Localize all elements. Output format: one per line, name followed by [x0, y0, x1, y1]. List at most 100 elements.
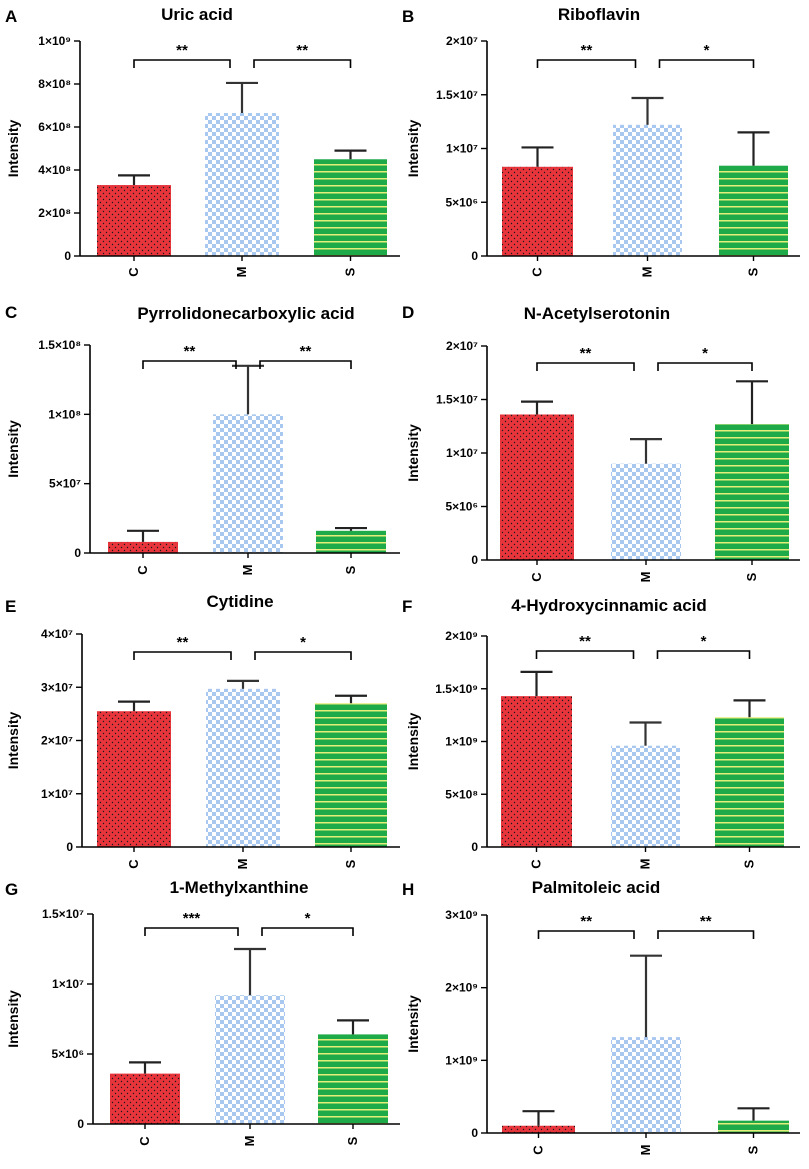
panel-a-significance-label-1: ** — [176, 42, 188, 59]
panel-d-error-bar-m — [630, 437, 662, 464]
panel-d-category-label-c: C — [529, 572, 544, 582]
panel-e: E Cytidine Intensity 0 1×10⁷ 2×10⁷ 3×10⁷ 4×10⁷ C… — [5, 592, 400, 869]
panel-d-title: N-Acetylserotonin — [524, 304, 670, 323]
bracket-line — [536, 59, 637, 68]
panel-g-significance-bracket-1: *** — [144, 910, 239, 936]
panel-d-error-bar-s — [736, 380, 768, 425]
panel-g-bar-m — [215, 995, 285, 1124]
panel-b-category-label-c: C — [530, 267, 545, 277]
bracket-line — [133, 651, 232, 660]
panel-a-y-axis-title: Intensity — [5, 120, 21, 178]
panel-f-error-bar-s — [733, 699, 766, 718]
panel-b-error-bar-c — [521, 146, 554, 167]
panel-c-error-bar-s — [335, 526, 367, 531]
panel-a-significance-bracket-1: ** — [133, 42, 231, 68]
panel-g-bar-c — [110, 1073, 180, 1124]
bracket-line — [142, 360, 237, 369]
panel-a-y-tick-label: 0 — [64, 249, 71, 263]
panel-g-significance-label-2: * — [305, 910, 311, 927]
panel-g: G 1-Methylxanthine Intensity 0 5×10⁶ 1×10⁷ 1.5… — [5, 878, 400, 1146]
panel-g-bar-s — [318, 1034, 388, 1124]
panel-c-y-tick-label: 1.5×10⁸ — [38, 338, 81, 352]
panel-a-title: Uric acid — [161, 5, 233, 24]
panel-a-error-bar-c — [118, 174, 150, 186]
panel-b-bar-c — [502, 166, 573, 256]
panel-h-bar-s — [718, 1120, 789, 1133]
panel-c: C Pyrrolidonecarboxylic acid Intensity 0 5×1… — [5, 303, 400, 575]
panel-a-bar-m — [205, 113, 279, 257]
panel-h-bar-c — [502, 1125, 575, 1133]
bracket-line — [536, 362, 635, 371]
panel-b-category-label-s: S — [746, 267, 761, 276]
bracket-line — [656, 650, 751, 659]
panel-g-significance-bracket-2: * — [261, 910, 354, 936]
panel-e-significance-label-1: ** — [177, 634, 189, 651]
panel-d-y-tick-label: 2×10⁷ — [446, 339, 478, 353]
panel-f-bar-m — [611, 745, 680, 847]
panel-d: D N-Acetylserotonin Intensity 0 5×10⁶ 1×10⁷ 1.… — [402, 303, 800, 582]
panel-a-category-label-c: C — [126, 267, 141, 277]
panel-e-error-bar-m — [227, 679, 259, 689]
panel-c-error-bar-m — [232, 364, 264, 415]
panel-h-y-tick-label: 3×10⁹ — [445, 908, 478, 922]
panel-e-category-label-m: M — [235, 859, 250, 870]
panel-a-y-tick-label: 6×10⁸ — [38, 120, 71, 134]
panel-a-y-tick-label: 2×10⁸ — [38, 206, 71, 220]
panel-a-category-label-s: S — [343, 267, 358, 276]
panel-g-y-tick-label: 1.5×10⁷ — [42, 907, 84, 921]
panel-e-y-tick-label: 2×10⁷ — [41, 734, 73, 748]
panel-f-y-tick-label: 1×10⁹ — [445, 735, 478, 749]
panel-a-bar-s — [314, 159, 387, 256]
panel-e-title: Cytidine — [206, 592, 273, 611]
panel-a-category-label-m: M — [234, 267, 249, 278]
panel-a-bar-c — [97, 185, 171, 256]
bracket-line — [261, 927, 354, 936]
panel-d-error-bar-c — [521, 400, 553, 415]
panel-e-bar-c — [97, 711, 171, 847]
bracket-line — [133, 59, 231, 68]
panel-e-significance-bracket-2: * — [254, 634, 352, 660]
panel-g-significance-label-1: *** — [183, 910, 201, 927]
panel-f-category-label-s: S — [742, 859, 757, 868]
panel-h-category-label-m: M — [638, 1145, 653, 1156]
panel-d-category-label-m: M — [638, 572, 653, 583]
panel-h-error-bar-c — [522, 1110, 555, 1126]
panel-b: B Riboflavin Intensity 0 5×10⁶ 1×10⁷ 1.5×10⁷ 2×… — [402, 5, 800, 277]
panel-e-category-label-c: C — [126, 859, 141, 869]
panel-f-y-axis-title: Intensity — [405, 713, 421, 771]
panel-d-significance-bracket-2: * — [657, 345, 753, 371]
panel-g-y-tick-label: 0 — [77, 1117, 84, 1131]
panel-f-y-tick-label: 5×10⁸ — [445, 787, 478, 801]
panel-d-y-tick-label: 1.5×10⁷ — [436, 393, 478, 407]
panel-f-error-bar-c — [520, 670, 553, 697]
panel-c-title: Pyrrolidonecarboxylic acid — [137, 304, 354, 323]
panel-b-significance-label-2: * — [704, 42, 710, 59]
panel-e-error-bar-c — [118, 700, 150, 712]
panel-b-error-bar-s — [737, 131, 770, 166]
panel-c-y-tick-label: 5×10⁷ — [49, 477, 81, 491]
panel-f-category-label-c: C — [529, 859, 544, 869]
bracket-line — [259, 360, 352, 369]
panel-a-y-tick-label: 8×10⁸ — [38, 77, 71, 91]
panel-b-y-tick-label: 0 — [471, 249, 478, 263]
panel-d-y-tick-label: 0 — [471, 553, 478, 567]
bracket-line — [537, 930, 635, 939]
panel-c-category-label-c: C — [135, 565, 150, 575]
panel-f-error-bar-m — [629, 721, 662, 746]
panel-e-y-tick-label: 4×10⁷ — [41, 627, 73, 641]
panel-a-significance-bracket-2: ** — [253, 42, 352, 68]
panel-g-y-tick-label: 5×10⁶ — [51, 1047, 84, 1061]
panel-c-significance-label-2: ** — [300, 343, 312, 360]
panel-c-bar-s — [316, 530, 386, 553]
panel-b-y-tick-label: 5×10⁶ — [445, 195, 478, 209]
panel-f-significance-bracket-1: ** — [535, 633, 635, 659]
bracket-line — [253, 59, 352, 68]
panel-h-significance-label-1: ** — [580, 913, 592, 930]
panel-a-y-tick-label: 1×10⁹ — [38, 34, 71, 48]
panel-h-significance-bracket-2: ** — [657, 913, 755, 939]
panel-g-error-bar-s — [337, 1019, 369, 1035]
panel-h-title: Palmitoleic acid — [532, 878, 661, 897]
panel-c-error-bar-c — [127, 529, 159, 542]
